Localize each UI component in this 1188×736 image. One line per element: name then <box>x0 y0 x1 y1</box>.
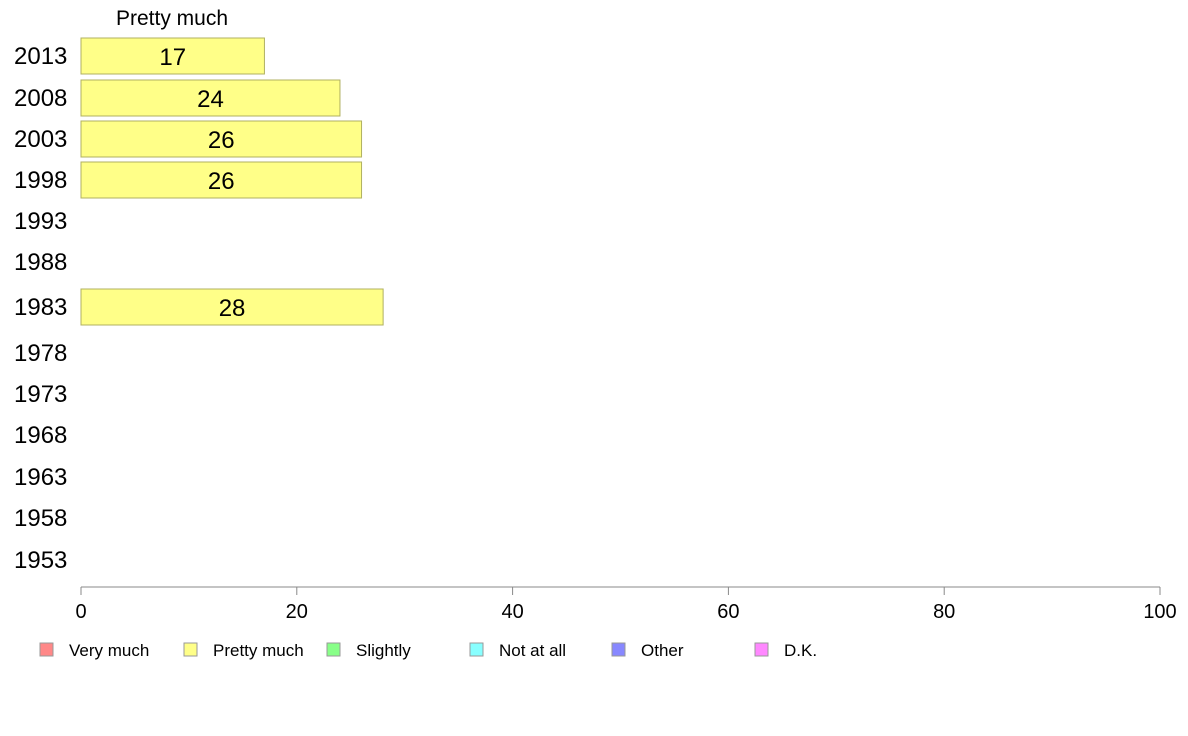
bar-value-label: 26 <box>208 168 235 195</box>
x-tick-label: 0 <box>75 601 86 623</box>
category-label: 2008 <box>14 85 67 112</box>
bar-value-label: 17 <box>159 44 186 71</box>
bar <box>80 79 341 117</box>
category-label: 2003 <box>14 126 67 153</box>
x-tick-label: 20 <box>286 601 308 623</box>
category-label: 1988 <box>14 249 67 276</box>
bar <box>80 288 384 326</box>
legend-label: Not at all <box>499 641 566 660</box>
legend-swatch <box>469 642 484 657</box>
category-label: 2013 <box>14 43 67 70</box>
x-tick-label: 80 <box>933 601 955 623</box>
legend-label: D.K. <box>784 641 817 660</box>
legend-swatch <box>326 642 341 657</box>
legend: Very much Pretty much Slightly Not at all Ot… <box>39 641 817 660</box>
series-title: Pretty much <box>116 7 228 30</box>
category-label: 1953 <box>14 547 67 574</box>
legend-swatch <box>39 642 54 657</box>
x-axis: 0 20 40 60 80 100 <box>75 586 1177 623</box>
category-label: 1983 <box>14 294 67 321</box>
category-labels: 2013 2008 2003 1998 1993 1988 1983 1978 1973 1968… <box>14 43 67 574</box>
legend-swatch <box>611 642 626 657</box>
legend-label: Slightly <box>356 641 411 660</box>
legend-swatch <box>183 642 198 657</box>
bar-value-label: 28 <box>219 295 246 322</box>
x-tick-label: 60 <box>717 601 739 623</box>
category-label: 1963 <box>14 464 67 491</box>
x-tick-label: 40 <box>501 601 523 623</box>
bar-value-label: 24 <box>197 86 224 113</box>
bars-layer: 17 24 26 26 28 <box>80 37 384 326</box>
bar <box>80 37 265 75</box>
category-label: 1968 <box>14 422 67 449</box>
category-label: 1973 <box>14 381 67 408</box>
legend-label: Very much <box>69 641 149 660</box>
category-label: 1978 <box>14 340 67 367</box>
bar <box>80 161 363 199</box>
legend-label: Other <box>641 641 684 660</box>
bar-value-label: 26 <box>208 127 235 154</box>
category-label: 1993 <box>14 208 67 235</box>
legend-swatch <box>754 642 769 657</box>
x-tick-label: 100 <box>1143 601 1176 623</box>
legend-label: Pretty much <box>213 641 304 660</box>
bar <box>80 120 363 158</box>
category-label: 1958 <box>14 505 67 532</box>
category-label: 1998 <box>14 167 67 194</box>
